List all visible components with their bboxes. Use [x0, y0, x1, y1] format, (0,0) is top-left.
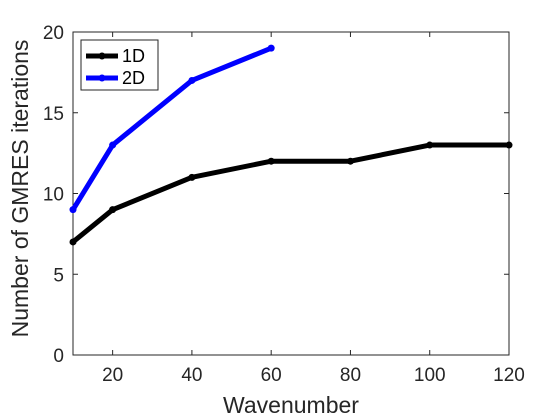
legend-label-1D: 1D — [122, 46, 145, 66]
y-tick-label: 0 — [53, 346, 64, 367]
y-tick-label: 10 — [43, 185, 64, 206]
x-tick-label: 100 — [414, 365, 446, 386]
legend-box — [80, 39, 159, 91]
data-point-1D — [426, 141, 434, 149]
data-point-2D — [188, 76, 196, 84]
x-tick-label: 40 — [181, 365, 202, 386]
x-axis-title: Wavenumber — [223, 392, 359, 418]
y-tick-label: 5 — [53, 265, 64, 286]
legend-marker-1D — [98, 52, 106, 60]
y-tick-label: 20 — [43, 23, 64, 44]
data-point-1D — [505, 141, 513, 149]
x-tick-label: 120 — [493, 365, 525, 386]
x-tick-label: 20 — [102, 365, 123, 386]
data-point-1D — [267, 157, 275, 165]
data-point-1D — [188, 173, 196, 181]
data-point-1D — [346, 157, 354, 165]
data-point-2D — [267, 44, 275, 52]
data-point-1D — [69, 238, 77, 246]
legend-marker-2D — [98, 74, 106, 82]
data-point-2D — [69, 206, 77, 214]
y-axis-ticks: 0 5 10 15 20 — [43, 23, 509, 367]
x-axis-ticks: 20 40 60 80 100 120 — [102, 32, 525, 386]
y-axis-title: Number of GMRES iterations — [7, 40, 33, 338]
data-point-2D — [109, 141, 117, 149]
x-tick-label: 60 — [261, 365, 282, 386]
y-tick-label: 15 — [43, 104, 64, 125]
data-point-1D — [109, 206, 117, 214]
series-layer — [69, 44, 513, 246]
legend-label-2D: 2D — [122, 68, 145, 88]
x-tick-label: 80 — [340, 365, 361, 386]
series-line-2D — [70, 45, 273, 211]
